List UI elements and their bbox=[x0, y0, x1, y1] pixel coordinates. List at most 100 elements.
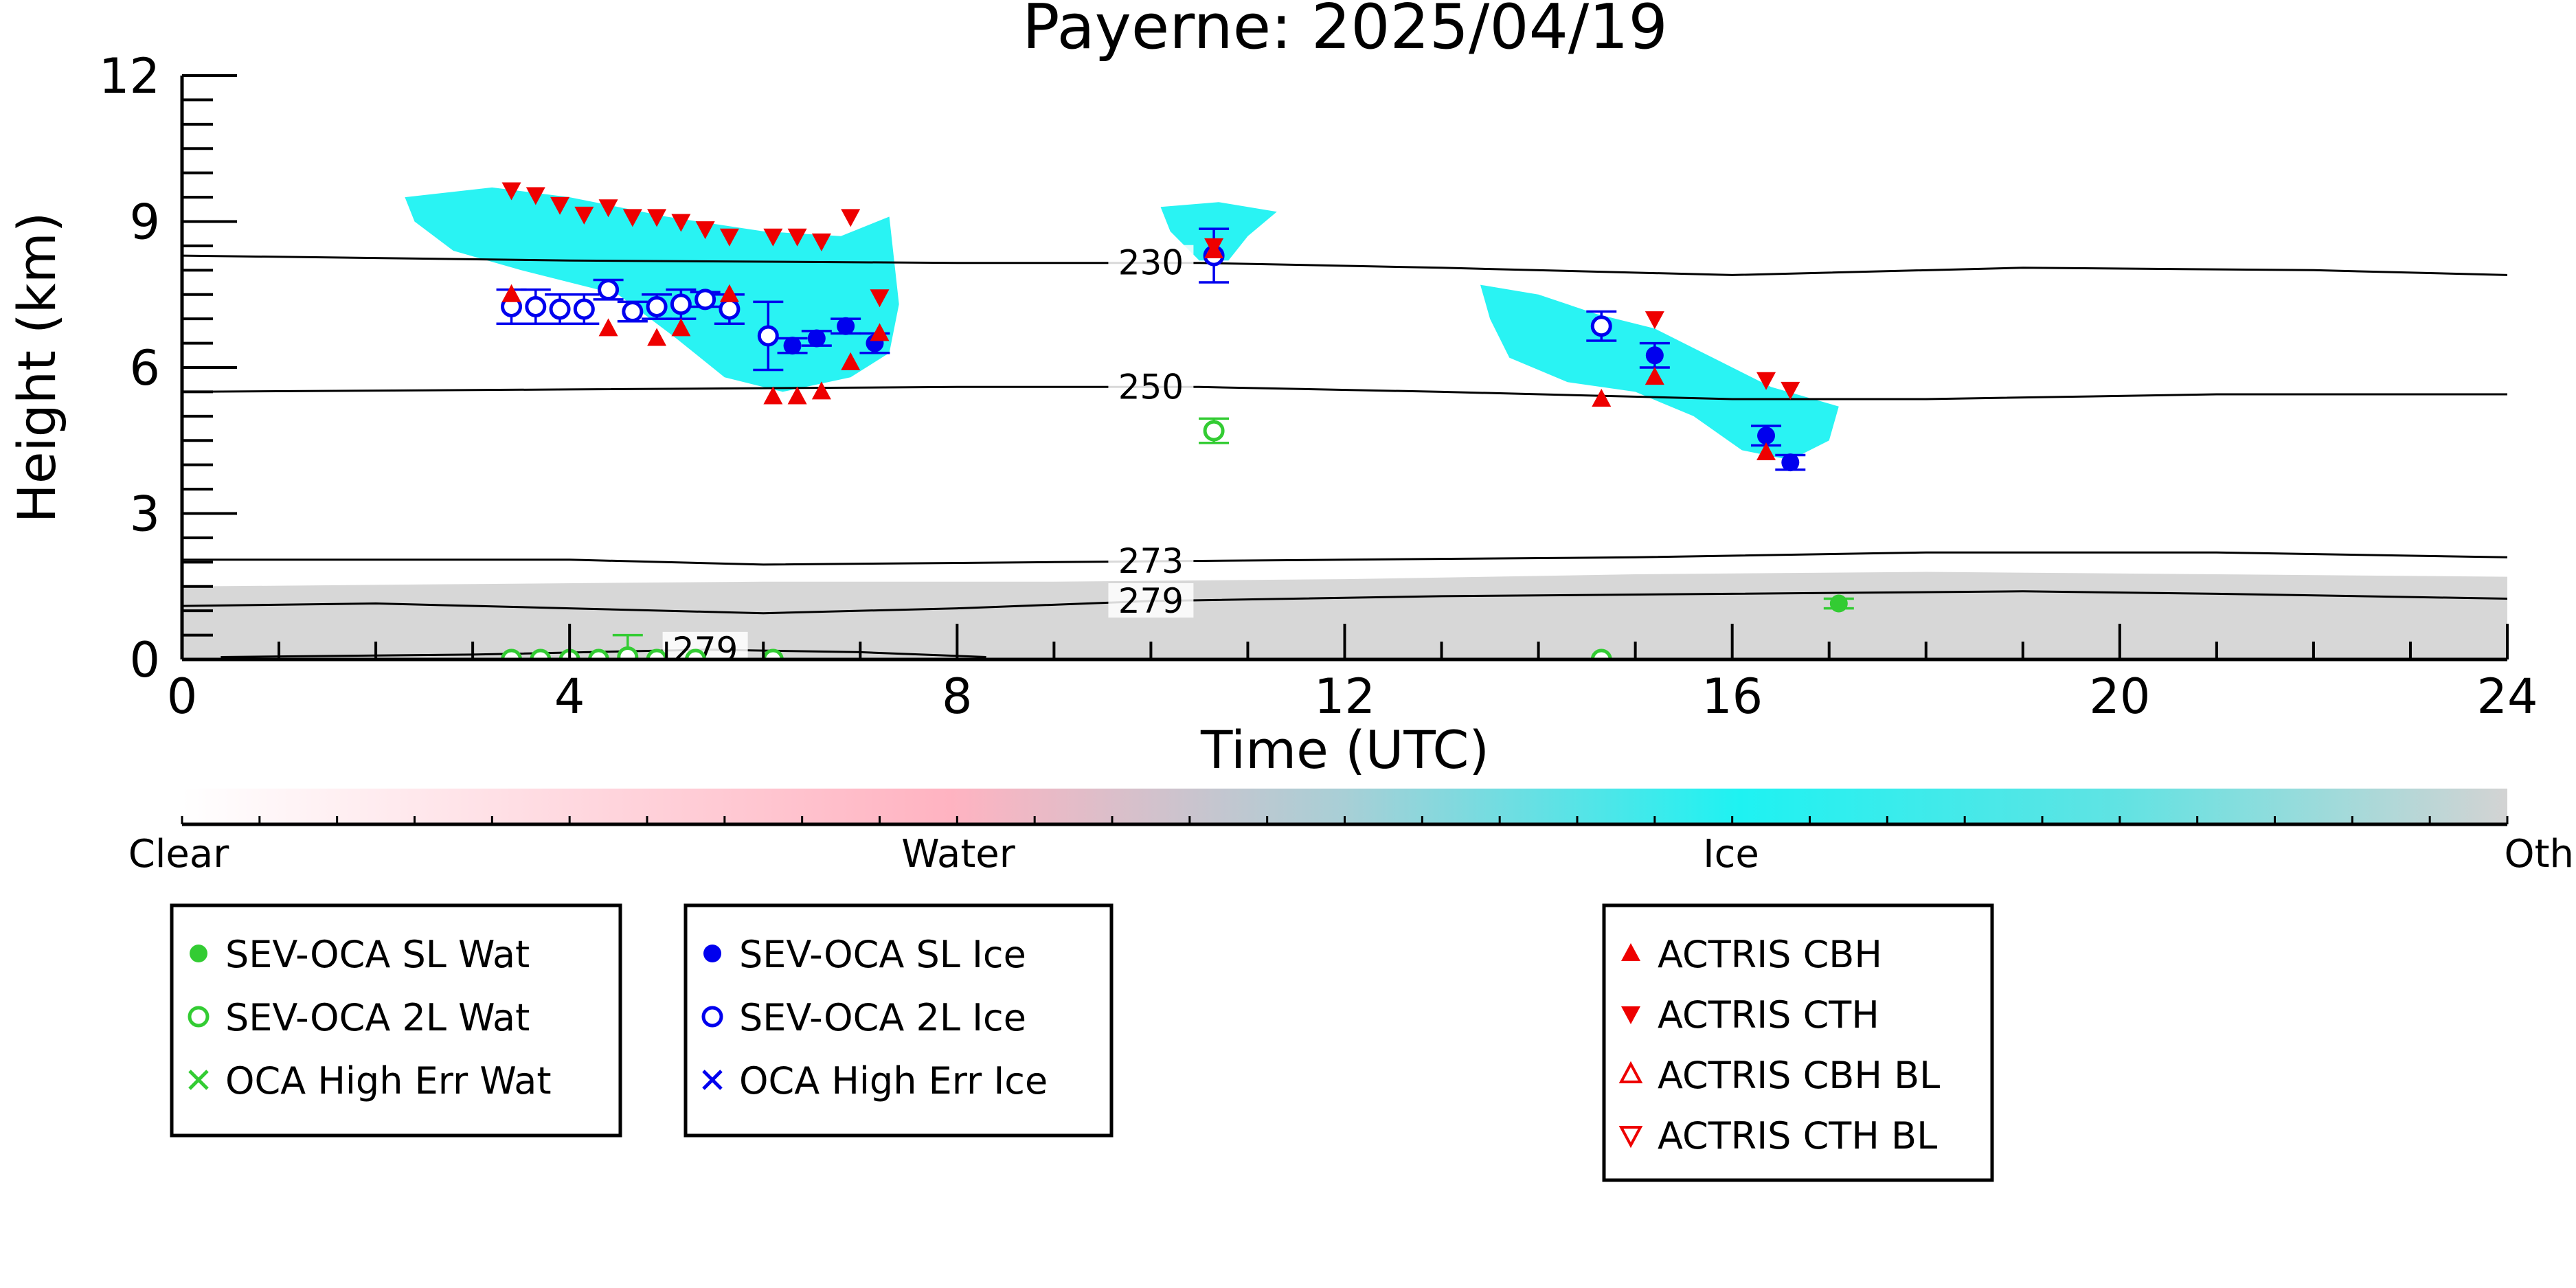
data-point bbox=[671, 318, 691, 337]
data-point bbox=[1618, 1061, 1643, 1083]
y-tick-label: 3 bbox=[129, 486, 160, 543]
cloud-region-ice bbox=[405, 187, 899, 392]
axes: 0 4 8 12 16 20 24 0 3 6 9 12 bbox=[99, 48, 2538, 725]
data-point bbox=[1781, 453, 1800, 472]
colorbar: Clear Water Ice Other bbox=[128, 789, 2576, 877]
legend-frame bbox=[683, 903, 1114, 1138]
data-point bbox=[703, 945, 721, 962]
data-point bbox=[837, 317, 855, 335]
legend-box: SEV-OCA SL Wat SEV-OCA 2L Wat OCA High Err… bbox=[170, 903, 622, 1138]
data-point bbox=[646, 295, 668, 317]
isotherm-label-bg bbox=[662, 631, 748, 659]
legend-frame bbox=[1602, 903, 1994, 1182]
data-point bbox=[1756, 372, 1776, 390]
data-point bbox=[1645, 367, 1664, 385]
legend-label: ACTRIS CTH bbox=[1658, 993, 1879, 1037]
data-point bbox=[549, 298, 571, 320]
legends: SEV-OCA SL Wat SEV-OCA 2L Wat OCA High Err… bbox=[170, 903, 1994, 1182]
colorbar-label: Water bbox=[901, 832, 1016, 877]
colorbar-label: Clear bbox=[128, 832, 229, 877]
data-point bbox=[1204, 238, 1224, 256]
legend-label: SEV-OCA 2L Ice bbox=[739, 996, 1026, 1039]
isotherm-label-bg bbox=[1108, 245, 1194, 280]
data-point bbox=[787, 386, 807, 405]
isotherm-label-bg bbox=[1108, 583, 1194, 618]
legend-marker bbox=[701, 1006, 723, 1028]
data-point bbox=[622, 209, 642, 227]
legend-marker bbox=[188, 1006, 210, 1028]
y-tick-label: 12 bbox=[99, 48, 160, 104]
data-point bbox=[647, 209, 667, 227]
data-point bbox=[811, 381, 831, 400]
data-point bbox=[501, 284, 521, 302]
y-tick-label: 0 bbox=[129, 632, 160, 688]
legend-label: SEV-OCA SL Wat bbox=[225, 933, 530, 976]
legend-marker bbox=[702, 1070, 723, 1090]
legend-marker bbox=[1621, 943, 1640, 961]
data-point bbox=[188, 1070, 209, 1090]
legend-label: ACTRIS CBH bbox=[1658, 933, 1882, 976]
data-point bbox=[841, 352, 861, 370]
data-point bbox=[525, 295, 547, 317]
data-point bbox=[550, 196, 570, 215]
data-point bbox=[1590, 648, 1612, 659]
data-point bbox=[694, 289, 716, 310]
cloud-region-ice bbox=[1480, 284, 1839, 460]
legend-box: SEV-OCA SL Ice SEV-OCA 2L Ice OCA High Err… bbox=[683, 903, 1114, 1138]
colorbar-label: Other bbox=[2504, 832, 2576, 877]
data-markers bbox=[501, 182, 1848, 659]
isotherm-label: 279 bbox=[673, 630, 738, 670]
data-point bbox=[841, 209, 861, 227]
isotherm-label: 273 bbox=[1118, 541, 1184, 581]
data-point bbox=[1203, 420, 1225, 442]
legend-marker bbox=[1618, 1126, 1643, 1149]
data-point bbox=[1829, 594, 1848, 613]
y-tick-label: 6 bbox=[129, 340, 160, 396]
data-point bbox=[695, 221, 715, 240]
data-point bbox=[763, 228, 783, 247]
data-point bbox=[1756, 442, 1776, 460]
legend-frame bbox=[170, 903, 622, 1138]
data-point bbox=[622, 301, 644, 323]
data-point bbox=[1645, 346, 1664, 365]
legend-label: SEV-OCA 2L Wat bbox=[225, 996, 530, 1039]
data-point bbox=[671, 214, 691, 232]
colorbar-ticks bbox=[181, 816, 2509, 824]
x-tick-label: 12 bbox=[1314, 668, 1375, 725]
data-point bbox=[647, 328, 667, 346]
data-point bbox=[1621, 943, 1640, 961]
y-tick-label: 9 bbox=[129, 194, 160, 251]
legend-label: ACTRIS CBH BL bbox=[1658, 1054, 1940, 1097]
data-point bbox=[870, 323, 890, 341]
data-point bbox=[1621, 1006, 1640, 1024]
legend-label: SEV-OCA SL Ice bbox=[739, 933, 1026, 976]
colorbar-label: Ice bbox=[1703, 832, 1759, 877]
data-point bbox=[807, 329, 826, 348]
data-point bbox=[719, 284, 739, 302]
data-point bbox=[573, 298, 595, 320]
isotherm-line bbox=[182, 385, 2507, 400]
data-point bbox=[1618, 1126, 1643, 1149]
data-point bbox=[526, 187, 545, 205]
data-point bbox=[190, 945, 207, 962]
data-point bbox=[530, 648, 552, 659]
x-tick-label: 8 bbox=[942, 668, 973, 725]
isotherm-line bbox=[182, 551, 2507, 566]
data-point bbox=[501, 648, 523, 659]
isotherm-label: 250 bbox=[1118, 367, 1184, 407]
data-point bbox=[719, 298, 741, 320]
legend-label: ACTRIS CTH BL bbox=[1658, 1114, 1937, 1157]
data-point bbox=[763, 386, 783, 405]
data-point bbox=[757, 325, 779, 347]
legend-marker bbox=[1618, 1061, 1643, 1083]
legend-label: OCA High Err Wat bbox=[225, 1059, 552, 1103]
data-point bbox=[811, 233, 831, 251]
data-point bbox=[670, 293, 692, 315]
data-point bbox=[870, 289, 890, 308]
data-point bbox=[501, 182, 521, 201]
isotherm-label-bg bbox=[1108, 369, 1194, 404]
y-axis-label: Height (km) bbox=[6, 212, 67, 523]
